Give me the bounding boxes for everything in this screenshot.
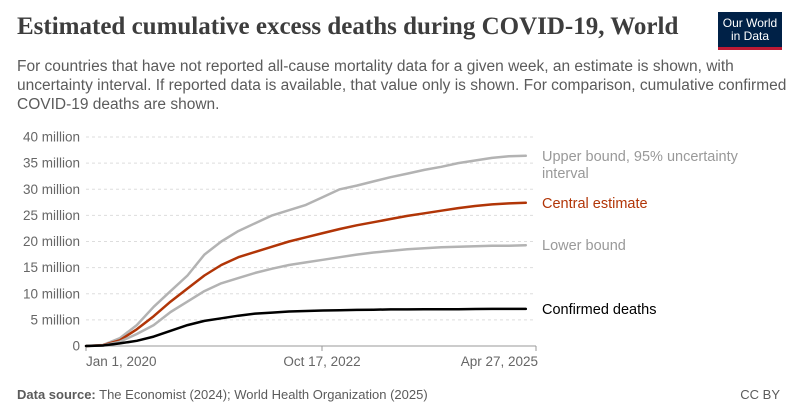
license-link[interactable]: CC BY bbox=[740, 387, 780, 402]
series-line-upper-bound-95-uncertainty-interval[interactable] bbox=[84, 154, 528, 348]
y-tick-label: 10 million bbox=[23, 286, 80, 301]
series-label[interactable]: Confirmed deaths bbox=[542, 302, 656, 318]
x-tick-label: Jan 1, 2020 bbox=[86, 354, 157, 369]
chart-title: Estimated cumulative excess deaths durin… bbox=[17, 13, 679, 40]
series-lines bbox=[84, 154, 528, 348]
y-tick-label: 30 million bbox=[23, 182, 80, 197]
series-line-central-estimate[interactable] bbox=[84, 201, 528, 348]
x-tick-label: Apr 27, 2025 bbox=[461, 354, 538, 369]
logo-line-2: in Data bbox=[730, 29, 770, 43]
data-source: Data source: The Economist (2024); World… bbox=[17, 387, 428, 402]
y-tick-label: 25 million bbox=[23, 208, 80, 223]
y-axis: 0 5 million 10 million 15 million 20 million… bbox=[23, 130, 80, 354]
chart-subtitle: For countries that have not reported all… bbox=[17, 58, 787, 113]
series-line-lower-bound[interactable] bbox=[84, 243, 528, 348]
grid-lines bbox=[86, 136, 536, 347]
logo-accent-bar bbox=[718, 47, 782, 50]
series-label[interactable]: Upper bound, 95% uncertainty interval bbox=[542, 149, 739, 182]
series-line-confirmed-deaths[interactable] bbox=[84, 307, 528, 348]
y-tick-label: 35 million bbox=[23, 156, 80, 171]
series-labels: Upper bound, 95% uncertainty interval Cent… bbox=[542, 149, 739, 318]
y-tick-label: 20 million bbox=[23, 234, 80, 249]
y-tick-label: 5 million bbox=[30, 312, 80, 327]
y-tick-label: 15 million bbox=[23, 260, 80, 275]
x-axis: Jan 1, 2020 Oct 17, 2022 Apr 27, 2025 bbox=[85, 346, 538, 369]
y-tick-label: 40 million bbox=[23, 130, 80, 145]
series-label[interactable]: Central estimate bbox=[542, 196, 648, 212]
source-label: Data source: bbox=[17, 387, 96, 402]
x-tick-label: Oct 17, 2022 bbox=[283, 354, 360, 369]
logo-line-1: Our World bbox=[722, 16, 778, 30]
source-text[interactable]: The Economist (2024); World Health Organ… bbox=[99, 387, 428, 402]
y-tick-label: 0 bbox=[72, 339, 80, 354]
owid-logo[interactable]: Our World in Data bbox=[718, 12, 782, 50]
series-label[interactable]: Lower bound bbox=[542, 238, 626, 254]
